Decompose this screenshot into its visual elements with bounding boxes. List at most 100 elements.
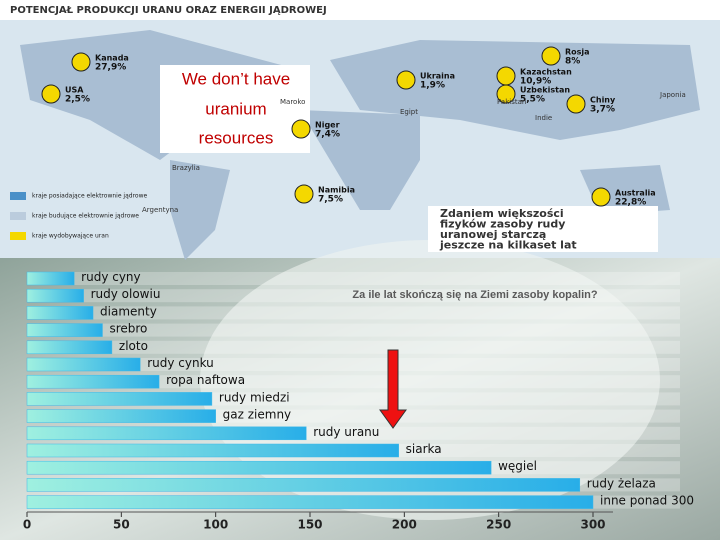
bar-track xyxy=(27,375,680,389)
country-name: Kanada xyxy=(95,54,129,63)
country-name: Uzbekistan xyxy=(520,86,570,95)
bar xyxy=(26,426,307,441)
uranium-icon xyxy=(566,94,586,114)
x-tick-label: 250 xyxy=(486,518,511,532)
uranium-icon xyxy=(294,184,314,204)
bar xyxy=(26,357,141,372)
note-line: uranowej starczą xyxy=(440,228,546,241)
country-share: 2,5% xyxy=(65,95,90,105)
note-line: jeszcze na kilkaset lat xyxy=(439,239,577,252)
bar xyxy=(26,409,216,423)
place: Maroko xyxy=(280,98,305,106)
country-name: Kazachstan xyxy=(520,68,572,77)
category-label: rudy cyny xyxy=(81,270,140,284)
category-label: ropa naftowa xyxy=(166,373,245,387)
uranium-icon xyxy=(396,70,416,90)
x-tick-label: 150 xyxy=(297,518,322,532)
bar-track xyxy=(27,289,680,303)
category-label: srebro xyxy=(109,322,147,336)
category-label: rudy uranu xyxy=(313,425,379,439)
note-line: fizyków zasoby rudy xyxy=(440,218,565,231)
uranium-icon xyxy=(291,119,311,139)
country-share: 8% xyxy=(565,57,580,67)
x-tick-label: 50 xyxy=(113,518,130,532)
chart-title: Za ile lat skończą się na Ziemi zasoby k… xyxy=(352,289,597,301)
country-name: Australia xyxy=(615,189,656,198)
category-label: węgiel xyxy=(498,459,537,473)
category-label: zloto xyxy=(119,339,148,353)
x-tick-label: 300 xyxy=(580,518,605,532)
bar xyxy=(26,271,75,286)
continents xyxy=(20,30,700,260)
place: Argentyna xyxy=(142,206,178,214)
x-tick-label: 0 xyxy=(23,518,31,532)
uranium-icon xyxy=(541,46,561,66)
arrow xyxy=(379,349,407,429)
bar xyxy=(26,392,213,406)
x-tick-label: 200 xyxy=(392,518,417,532)
country-name: USA xyxy=(65,86,84,95)
place: Brazylia xyxy=(172,164,200,172)
uranium-icon xyxy=(71,52,91,72)
bar xyxy=(26,478,581,492)
place: Japonia xyxy=(659,91,686,99)
country-share: 7,5% xyxy=(318,195,343,205)
overlay-text: We don’t have xyxy=(182,69,290,88)
place: Indie xyxy=(535,114,552,122)
bar xyxy=(26,288,84,303)
bar xyxy=(26,374,160,389)
bar xyxy=(26,340,113,355)
bar-track xyxy=(27,323,680,337)
country-share: 22,8% xyxy=(615,198,646,208)
category-label: gaz ziemny xyxy=(223,408,292,422)
bar-track xyxy=(27,358,680,371)
bar xyxy=(26,306,94,320)
place: Pakistan xyxy=(497,98,526,106)
note-line: Zdaniem większości xyxy=(440,207,564,220)
uranium-icon xyxy=(591,187,611,207)
note-box xyxy=(428,206,658,252)
title-band xyxy=(0,0,720,20)
legend-text: kraje budujące elektrownie jądrowe xyxy=(32,213,139,220)
country-share: 7,4% xyxy=(315,130,340,140)
country-share: 10,9% xyxy=(520,77,551,87)
legend-text: kraje posiadające elektrownie jądrowe xyxy=(32,193,147,200)
map-title: POTENCJAŁ PRODUKCJI URANU ORAZ ENERGII J… xyxy=(10,5,327,16)
country-share: 1,9% xyxy=(420,81,445,91)
overlay-text: resources xyxy=(199,128,274,147)
country-name: Namibia xyxy=(318,186,355,195)
country-name: Ukraina xyxy=(420,72,455,81)
legend-swatch xyxy=(10,192,26,200)
bar-track xyxy=(27,306,680,320)
category-label: rudy cynku xyxy=(147,356,214,370)
legend-text: kraje wydobywające uran xyxy=(32,233,109,240)
country-share: 5,5% xyxy=(520,95,545,105)
category-label: rudy miedzi xyxy=(219,390,290,404)
x-tick-label: 100 xyxy=(203,518,228,532)
uranium-icon xyxy=(41,84,61,104)
country-name: Rosja xyxy=(565,48,590,57)
overlay-text: uranium xyxy=(205,99,266,118)
country-share: 3,7% xyxy=(590,105,615,115)
bar xyxy=(26,443,399,458)
bar xyxy=(26,323,103,337)
bar-track xyxy=(27,272,680,285)
category-label: siarka xyxy=(406,442,442,456)
country-name: Chiny xyxy=(590,96,616,105)
bar xyxy=(26,460,492,475)
overlay-box xyxy=(160,65,310,153)
category-label: inne ponad 300 xyxy=(600,494,694,508)
category-label: diamenty xyxy=(100,304,157,318)
uranium-icon xyxy=(496,84,516,104)
uranium-icon xyxy=(496,66,516,86)
country-name: Niger xyxy=(315,121,340,130)
place: Egipt xyxy=(400,108,418,116)
legend-swatch xyxy=(10,232,26,240)
category-label: rudy żelaza xyxy=(587,476,656,490)
category-label: rudy olowiu xyxy=(91,287,161,301)
legend-swatch xyxy=(10,212,26,220)
bar xyxy=(26,495,594,509)
bar-track xyxy=(27,340,680,354)
